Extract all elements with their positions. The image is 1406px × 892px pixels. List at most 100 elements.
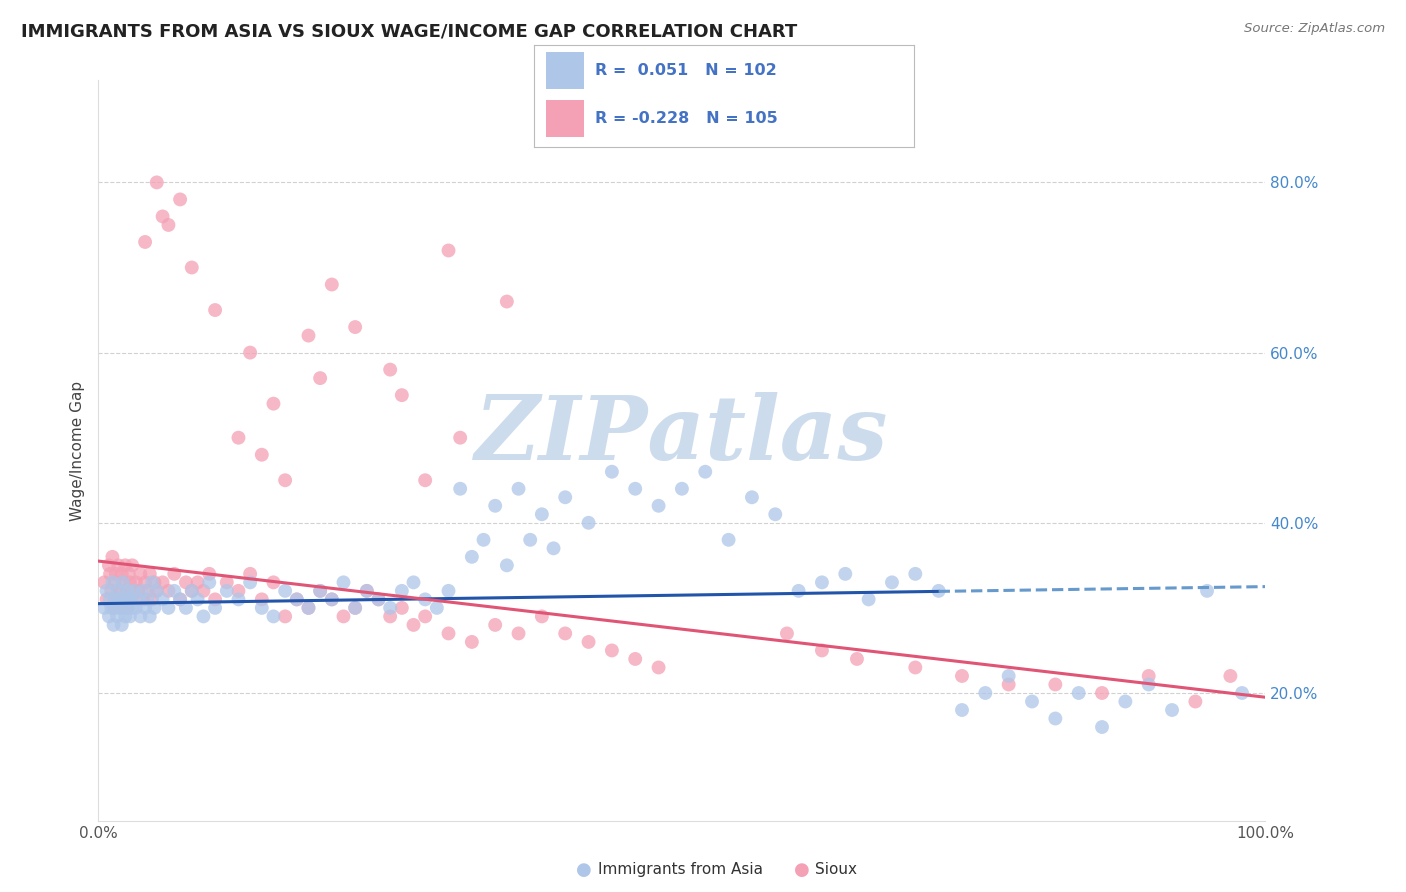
Point [950, 669, 973, 683]
Point [496, 558, 519, 573]
Point [174, 600, 197, 615]
Point [118, 566, 141, 581]
Point [904, 660, 927, 674]
Point [146, 583, 169, 598]
Point [437, 244, 460, 258]
Point [332, 575, 354, 590]
Point [104, 592, 127, 607]
Point [449, 431, 471, 445]
Point [811, 575, 834, 590]
Point [496, 294, 519, 309]
Point [97, 558, 120, 573]
Point [187, 575, 209, 590]
Point [122, 583, 145, 598]
Point [110, 600, 132, 615]
Point [811, 643, 834, 657]
Text: Immigrants from Asia: Immigrants from Asia [598, 863, 762, 877]
Point [120, 592, 142, 607]
Point [98, 592, 121, 607]
Point [484, 618, 506, 632]
Point [104, 575, 127, 590]
Point [858, 592, 880, 607]
Point [297, 600, 319, 615]
Text: Source: ZipAtlas.com: Source: ZipAtlas.com [1244, 22, 1385, 36]
Point [110, 600, 132, 615]
Point [741, 490, 763, 504]
Point [426, 600, 449, 615]
Point [163, 566, 186, 581]
Point [508, 482, 530, 496]
Point [215, 583, 238, 598]
Point [114, 609, 136, 624]
Point [93, 575, 115, 590]
Point [107, 558, 129, 573]
Point [262, 397, 284, 411]
Point [139, 609, 162, 624]
Point [121, 600, 143, 615]
Point [1091, 686, 1114, 700]
Point [146, 583, 169, 598]
Point [671, 482, 693, 496]
Point [928, 583, 950, 598]
Point [104, 600, 127, 615]
Point [180, 583, 202, 598]
Point [1091, 720, 1114, 734]
Point [297, 600, 319, 615]
Point [134, 575, 156, 590]
Point [93, 600, 115, 615]
Point [356, 583, 378, 598]
Point [198, 566, 221, 581]
Point [530, 508, 553, 522]
Point [239, 566, 262, 581]
Point [578, 635, 600, 649]
Point [105, 592, 128, 607]
Point [413, 473, 436, 487]
Point [1219, 669, 1241, 683]
Text: ●: ● [793, 861, 810, 879]
Point [997, 669, 1019, 683]
Point [380, 362, 402, 376]
Point [1045, 677, 1067, 691]
Point [134, 600, 156, 615]
Point [127, 592, 149, 607]
Point [974, 686, 997, 700]
Bar [546, 100, 583, 137]
Point [274, 473, 297, 487]
Point [108, 592, 131, 607]
Point [239, 575, 262, 590]
Point [122, 583, 145, 598]
Point [111, 575, 134, 590]
Point [112, 592, 135, 607]
Point [115, 583, 138, 598]
Point [141, 575, 163, 590]
Point [367, 592, 389, 607]
Point [98, 566, 121, 581]
Point [152, 592, 174, 607]
Y-axis label: Wage/Income Gap: Wage/Income Gap [69, 380, 84, 521]
Point [624, 482, 647, 496]
Point [846, 652, 869, 666]
Point [104, 566, 127, 581]
Point [321, 592, 343, 607]
Point [180, 583, 202, 598]
Point [169, 592, 191, 607]
Point [125, 600, 148, 615]
Point [157, 600, 180, 615]
Point [391, 583, 413, 598]
Point [100, 583, 122, 598]
Point [391, 600, 413, 615]
Point [461, 635, 484, 649]
Point [380, 609, 402, 624]
Point [285, 592, 308, 607]
Point [554, 626, 576, 640]
Point [111, 575, 134, 590]
Point [174, 575, 197, 590]
Point [136, 583, 159, 598]
Point [204, 592, 226, 607]
Point [578, 516, 600, 530]
Point [120, 592, 142, 607]
Point [344, 600, 367, 615]
Point [543, 541, 565, 556]
Point [136, 592, 159, 607]
Point [108, 583, 131, 598]
